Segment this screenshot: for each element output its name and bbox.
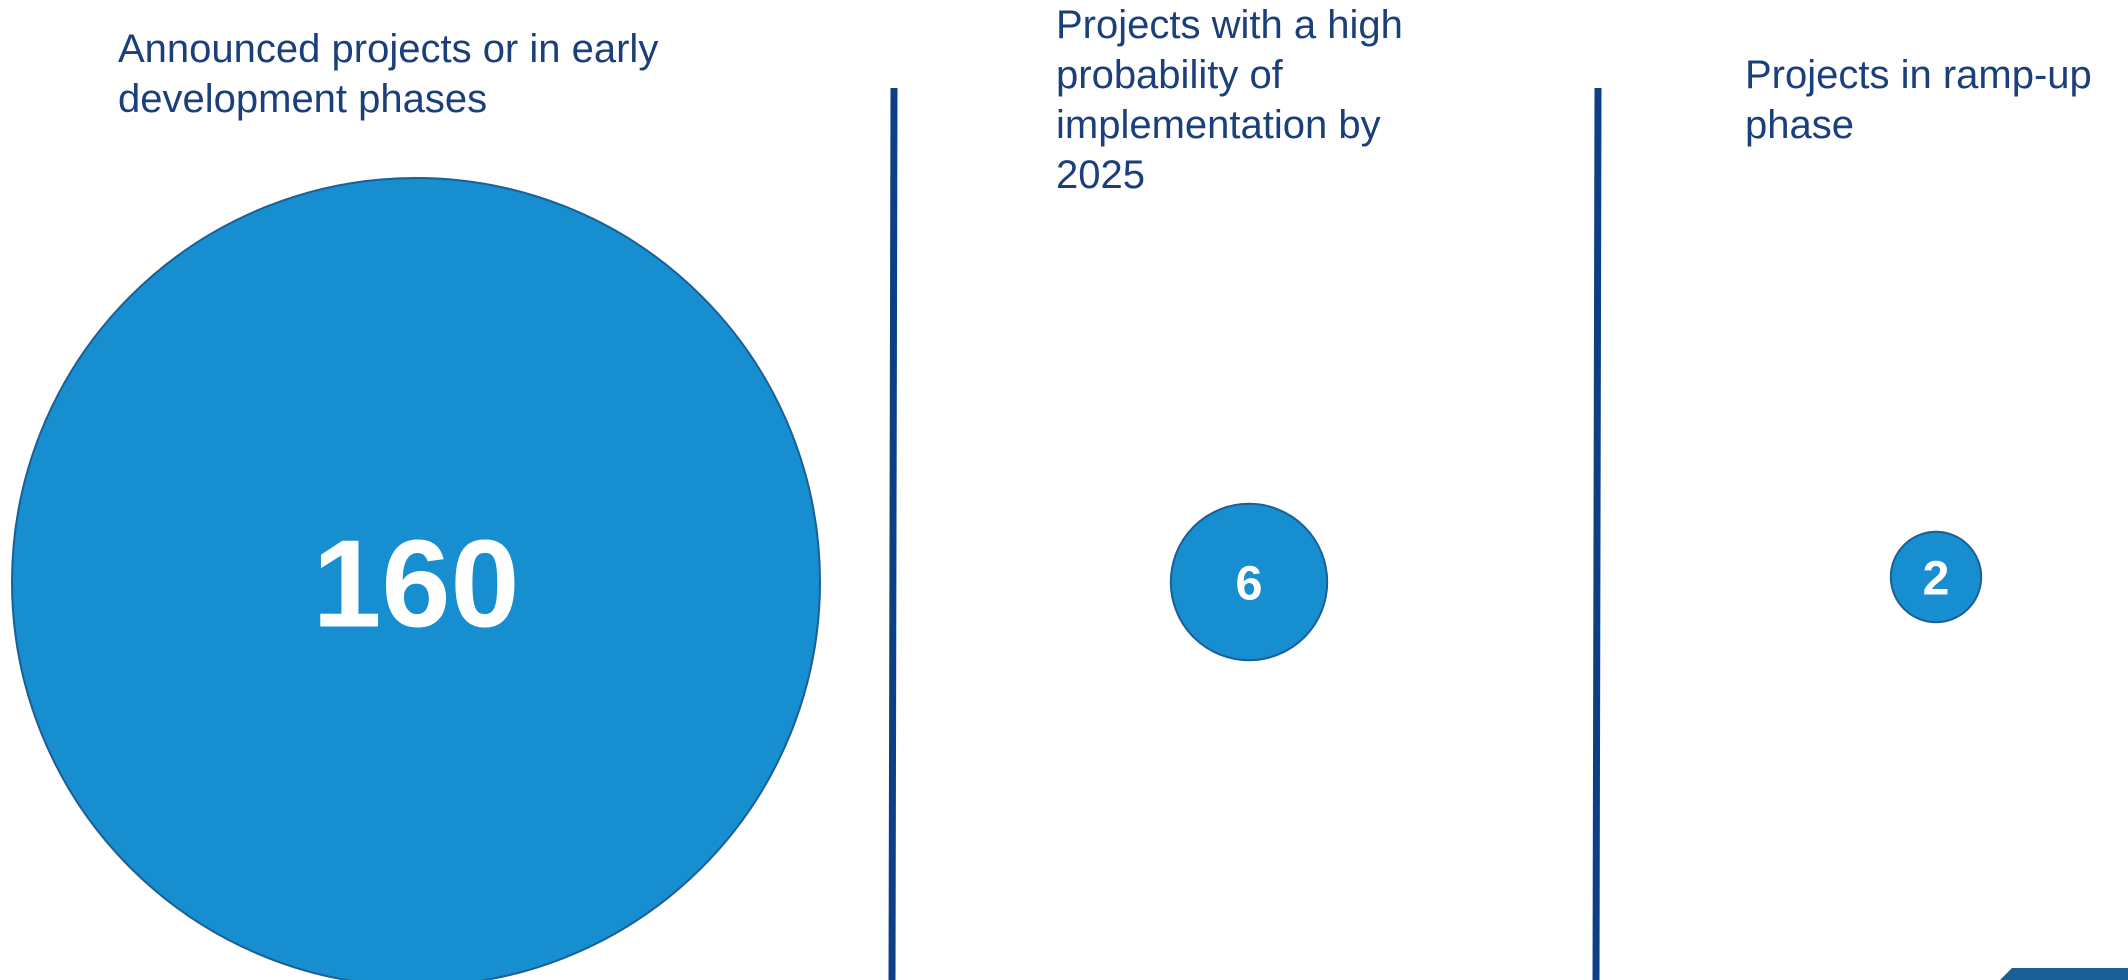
- bubble-1: [1169, 502, 1329, 662]
- value-label-2: 2: [1923, 552, 1950, 605]
- category-title-announced: Announced projects or in early developme…: [118, 27, 659, 121]
- value-label-0: 160: [313, 516, 520, 654]
- bubble-2: [1889, 530, 1983, 624]
- bubble-0: [11, 177, 821, 980]
- category-title-high-probability: Projects with a high probability of impl…: [1056, 3, 1403, 197]
- corner-decoration: [2000, 968, 2128, 980]
- column-divider-1: [888, 87, 898, 980]
- category-title-ramp-up: Projects in ramp-up phase: [1745, 53, 2092, 147]
- column-divider-2: [1592, 87, 1602, 980]
- value-label-1: 6: [1236, 557, 1263, 611]
